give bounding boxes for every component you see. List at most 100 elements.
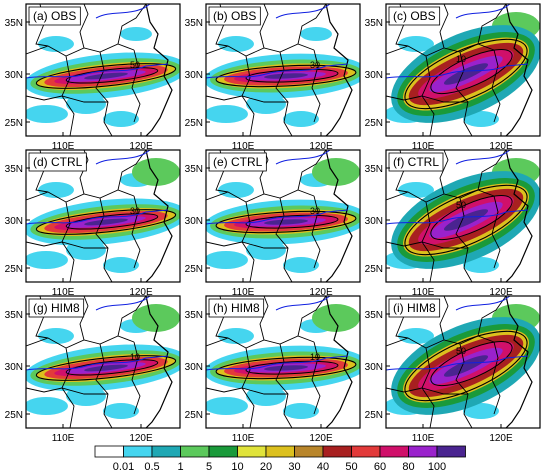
coastline bbox=[505, 150, 533, 282]
province-border bbox=[26, 241, 108, 249]
rain-band bbox=[443, 209, 489, 231]
precip-patch bbox=[26, 251, 68, 269]
lon-tick-label: 110E bbox=[52, 433, 75, 444]
rain-band bbox=[443, 63, 489, 85]
colorbar-label: 20 bbox=[260, 461, 272, 473]
contour-label: 10 bbox=[310, 352, 320, 362]
lon-tick-label: 110E bbox=[52, 141, 75, 152]
province-border bbox=[117, 296, 147, 337]
precip-patch bbox=[246, 386, 286, 406]
precip-patch bbox=[120, 27, 152, 41]
colorbar-swatch bbox=[436, 445, 466, 458]
province-border bbox=[95, 197, 113, 282]
precip-patch bbox=[312, 304, 360, 332]
colorbar-label: 60 bbox=[374, 461, 386, 473]
province-border bbox=[131, 195, 141, 269]
lat-tick-label: 35N bbox=[365, 310, 383, 321]
lat-tick-label: 25N bbox=[185, 118, 203, 129]
precip-patch bbox=[398, 36, 434, 52]
panel-frame bbox=[205, 3, 361, 137]
colorbar-swatch bbox=[151, 445, 181, 458]
precip-patch bbox=[463, 403, 499, 419]
lon-tick-label: 120E bbox=[489, 287, 513, 298]
lon-tick-label: 120E bbox=[309, 433, 333, 444]
panel-label: (g) HIM8 bbox=[33, 301, 80, 315]
colorbar-label: 5 bbox=[206, 461, 212, 473]
panel-label: (e) CTRL bbox=[213, 155, 263, 169]
rain-band bbox=[84, 364, 128, 372]
coastline bbox=[325, 150, 353, 282]
panel-label: (b) OBS bbox=[213, 9, 256, 23]
precip-patch bbox=[398, 328, 434, 344]
yellow-river bbox=[275, 296, 331, 311]
lon-tick-label: 110E bbox=[232, 141, 255, 152]
province-border bbox=[439, 4, 449, 49]
precip-patch bbox=[218, 328, 254, 344]
map-panel: 50 (f) CTRL 35N 30N 25N 110E 120E bbox=[365, 149, 541, 298]
yellow-river bbox=[455, 4, 511, 19]
colorbar-swatch bbox=[351, 445, 381, 458]
map-panel: 50 (i) HIM8 35N 30N 25N 110E 120E bbox=[365, 295, 541, 444]
yangtze-river bbox=[206, 355, 349, 371]
lat-tick-label: 30N bbox=[185, 216, 203, 227]
panel-label-box bbox=[28, 6, 81, 26]
lat-tick-label: 35N bbox=[5, 310, 23, 321]
province-border bbox=[79, 4, 89, 49]
contour-line bbox=[215, 356, 357, 380]
lat-tick-label: 30N bbox=[5, 216, 23, 227]
colorbar-swatch bbox=[294, 445, 324, 458]
lat-tick-label: 35N bbox=[365, 18, 383, 29]
colorbar-swatch bbox=[123, 445, 153, 458]
province-border bbox=[26, 387, 108, 395]
colorbar-swatch bbox=[379, 445, 409, 458]
yellow-river bbox=[455, 150, 511, 165]
contour-line bbox=[430, 341, 513, 387]
rain-band bbox=[264, 365, 308, 371]
panel-label-box bbox=[208, 152, 267, 172]
lat-tick-label: 30N bbox=[365, 362, 383, 373]
province-border bbox=[117, 150, 147, 191]
contour-line bbox=[404, 330, 528, 402]
lon-tick-label: 120E bbox=[309, 287, 333, 298]
yellow-river bbox=[275, 150, 331, 165]
contour-line bbox=[35, 209, 177, 235]
lat-tick-label: 25N bbox=[185, 264, 203, 275]
colorbar-swatch bbox=[237, 445, 267, 458]
colorbar-swatch bbox=[265, 445, 295, 458]
contour-label: 30 bbox=[130, 206, 140, 216]
lat-tick-label: 25N bbox=[365, 118, 383, 129]
province-border bbox=[491, 341, 501, 415]
contour-line bbox=[35, 355, 177, 381]
panel-label: (c) OBS bbox=[393, 9, 436, 23]
yellow-river bbox=[455, 296, 511, 311]
map-panel: 10 (c) OBS 35N 30N 25N 110E 120E bbox=[365, 3, 541, 152]
panel-label-box bbox=[208, 6, 261, 26]
lat-tick-label: 35N bbox=[5, 18, 23, 29]
province-border bbox=[95, 51, 113, 136]
yangtze-river bbox=[26, 209, 169, 225]
rain-band bbox=[264, 73, 308, 79]
panel-label: (d) CTRL bbox=[33, 155, 83, 169]
province-border bbox=[131, 49, 141, 123]
precip-patch bbox=[103, 403, 139, 419]
province-border bbox=[386, 95, 468, 103]
yangtze-river bbox=[206, 63, 349, 79]
rain-band bbox=[84, 218, 128, 226]
lat-tick-label: 35N bbox=[185, 310, 203, 321]
precip-patch bbox=[283, 111, 319, 127]
yellow-river bbox=[95, 150, 151, 165]
precip-patch bbox=[206, 397, 248, 415]
lat-tick-label: 25N bbox=[365, 264, 383, 275]
rain-band bbox=[443, 355, 489, 377]
lon-tick-label: 110E bbox=[412, 433, 435, 444]
precip-patch bbox=[38, 36, 74, 52]
province-border bbox=[311, 49, 321, 123]
contour-label: 50 bbox=[456, 346, 466, 356]
map-panel: 30 (b) OBS 35N 30N 25N 110E 120E bbox=[185, 3, 361, 152]
colorbar-label: 100 bbox=[428, 461, 446, 473]
panel-label: (a) OBS bbox=[33, 9, 76, 23]
province-border bbox=[439, 150, 449, 195]
rain-band bbox=[264, 219, 308, 225]
map-panel: 30 (e) CTRL 35N 30N 25N 110E 120E bbox=[185, 149, 361, 298]
coastline bbox=[325, 4, 353, 136]
